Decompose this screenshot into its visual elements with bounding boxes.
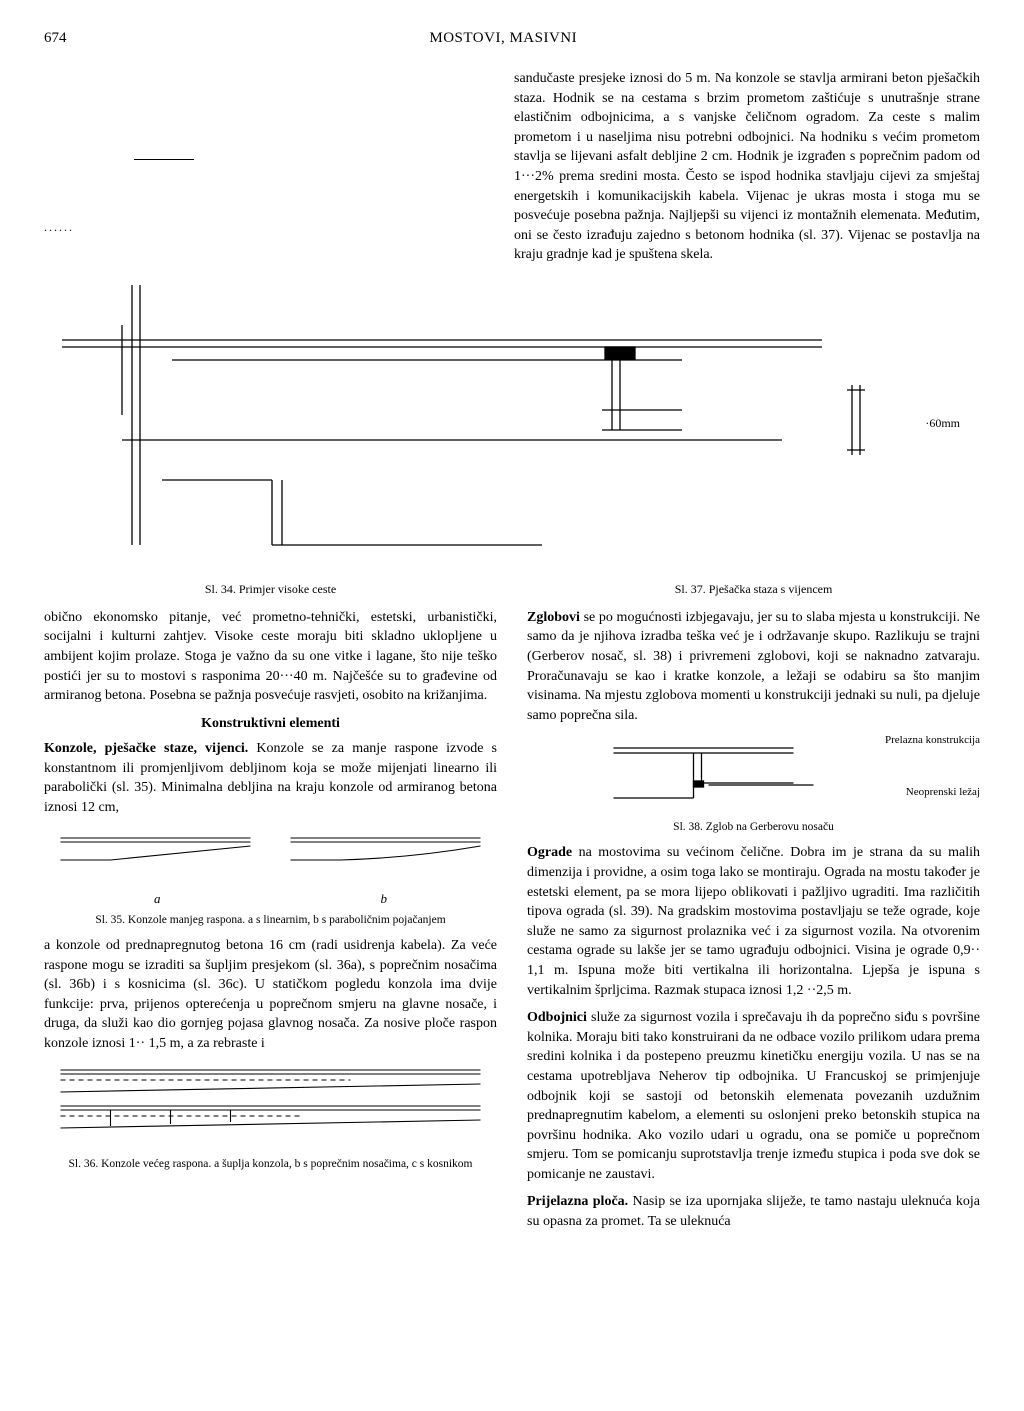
right-p1-body: se po mogućnosti izbjegavaju, jer su to … xyxy=(527,610,980,723)
right-p3-body: služe za sigurnost vozila i sprečavaju i… xyxy=(527,1010,980,1182)
left-column: Sl. 34. Primjer visoke ceste obično ekon… xyxy=(44,573,497,1240)
fig37-container: ·60mm xyxy=(44,285,980,565)
fig35-labels: a b xyxy=(44,890,497,908)
right-p3: Odbojnici služe za sigurnost vozila i sp… xyxy=(527,1008,980,1184)
right-p1: Zglobovi se po mogućnosti izbjegavaju, j… xyxy=(527,608,980,726)
two-column-body: Sl. 34. Primjer visoke ceste obično ekon… xyxy=(44,573,980,1240)
fig36-caption: Sl. 36. Konzole većeg raspona. a šuplja … xyxy=(44,1156,497,1172)
header-spacer xyxy=(940,28,980,49)
fig37-drawing: ·60mm xyxy=(44,285,980,565)
ograde-head: Ograde xyxy=(527,845,572,860)
right-p2: Ograde na mostovima su većinom čelične. … xyxy=(527,843,980,1000)
fig34-caption: Sl. 34. Primjer visoke ceste xyxy=(44,581,497,598)
fig34-area: ...... xyxy=(44,69,484,273)
fig34-line xyxy=(134,159,194,160)
odbojnici-head: Odbojnici xyxy=(527,1010,587,1025)
fig35-b: b xyxy=(381,890,388,908)
fig36-drawing xyxy=(44,1062,497,1152)
fig34-placeholder: ...... xyxy=(44,69,224,269)
top-paragraph: sandučaste presjeke iznosi do 5 m. Na ko… xyxy=(514,69,980,265)
prijelazna-head: Prijelazna ploča. xyxy=(527,1194,628,1209)
fig35-drawing xyxy=(44,826,497,886)
page-number: 674 xyxy=(44,28,67,49)
right-p4: Prijelazna ploča. Nasip se iza upornjaka… xyxy=(527,1192,980,1231)
left-p3: a konzole od prednapregnutog betona 16 c… xyxy=(44,936,497,1054)
fig38-drawing: Prelazna konstrukcija Neoprenski ležaj xyxy=(527,733,980,813)
left-p1: obično ekonomsko pitanje, već prometno-t… xyxy=(44,608,497,706)
konzole-head: Konzole, pješačke staze, vijenci. xyxy=(44,741,248,756)
zglobovi-head: Zglobovi xyxy=(527,610,580,625)
top-section: ...... sandučaste presjeke iznosi do 5 m… xyxy=(44,69,980,273)
page-title: MOSTOVI, MASIVNI xyxy=(429,28,577,49)
right-p2-body: na mostovima su većinom čelične. Dobra i… xyxy=(527,845,980,997)
fig35-a: a xyxy=(154,890,161,908)
fig37-60mm-label: ·60mm xyxy=(925,415,960,432)
page-header: 674 MOSTOVI, MASIVNI xyxy=(44,28,980,49)
fig35-caption: Sl. 35. Konzole manjeg raspona. a s line… xyxy=(44,912,497,928)
konstruktivni-heading: Konstruktivni elementi xyxy=(44,714,497,734)
fig34-dashes: ...... xyxy=(44,219,74,236)
top-right-text: sandučaste presjeke iznosi do 5 m. Na ko… xyxy=(514,69,980,273)
left-p2: Konzole, pješačke staze, vijenci. Konzol… xyxy=(44,739,497,817)
fig38-caption: Sl. 38. Zglob na Gerberovu nosaču xyxy=(527,819,980,835)
right-column: Sl. 37. Pješačka staza s vijencem Zglobo… xyxy=(527,573,980,1240)
fig38-label-prelazna: Prelazna konstrukcija xyxy=(885,733,980,748)
fig38-label-neoprenski: Neoprenski ležaj xyxy=(906,785,980,800)
fig37-caption: Sl. 37. Pješačka staza s vijencem xyxy=(527,581,980,598)
